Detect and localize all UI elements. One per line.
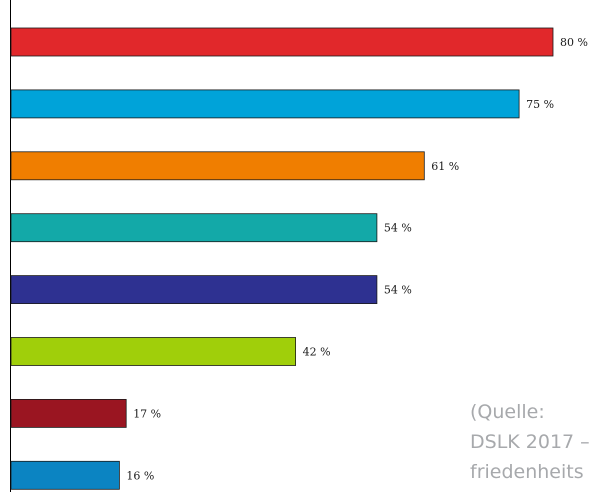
bar-value-label-7: 17 % <box>133 407 161 420</box>
bar-value-label-8: 16 % <box>126 469 154 482</box>
bar-4 <box>10 213 378 243</box>
bar-6 <box>10 337 297 366</box>
bar-5 <box>10 275 378 305</box>
source-line-2: DSLK 2017 – <box>470 431 590 453</box>
bar-value-label-6: 42 % <box>303 346 331 359</box>
bar-value-label-1: 80 % <box>560 36 588 49</box>
bar-value-label-4: 54 % <box>384 222 412 235</box>
bar-value-label-5: 54 % <box>384 284 412 297</box>
source-note: (Quelle: DSLK 2017 – friedenheits <box>470 401 590 483</box>
bar-value-label-3: 61 % <box>431 160 459 173</box>
bar-3 <box>10 151 425 181</box>
bar-7 <box>10 398 127 428</box>
source-line-1: (Quelle: <box>470 401 545 423</box>
bar-value-label-2: 75 % <box>526 98 554 111</box>
bar-2 <box>10 89 520 119</box>
bar-8 <box>10 460 120 490</box>
value-labels-group: 80 % 75 % 61 % 54 % 54 % 42 % 17 % 16 % <box>126 36 588 482</box>
source-line-3: friedenheits <box>470 461 584 483</box>
bars-group <box>10 27 554 490</box>
bar-1 <box>10 27 554 57</box>
